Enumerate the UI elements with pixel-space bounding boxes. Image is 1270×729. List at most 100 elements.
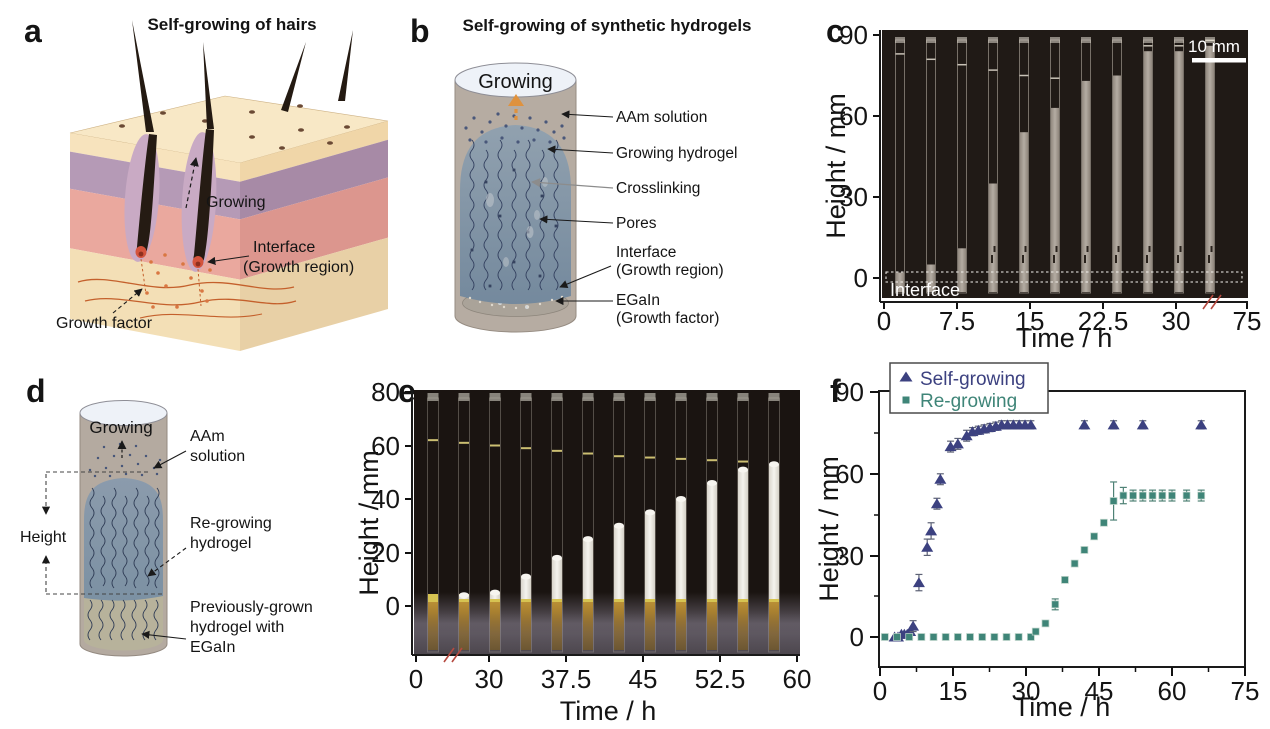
interface-dot [490,303,494,307]
aam-dot [136,462,140,466]
panel-d-annotations: AAm solution Re-growing hydrogel Previou… [141,428,313,656]
e-tube-cap [737,393,749,401]
f-point-self-growing [921,541,934,552]
f-x-tick-label: 75 [1231,676,1260,706]
interface-dot [538,302,542,306]
f-point-self-growing [1024,419,1037,430]
polymer-chain [144,495,150,587]
c-tube-marking [1053,255,1055,263]
f-y-tick-label: 30 [835,541,864,571]
e-gel-top [676,496,686,502]
f-point-re-growing [990,633,999,641]
e-gel-top [614,522,624,529]
aam-dot [140,473,144,477]
aam-dot [120,464,124,468]
height-label: Height [20,529,67,546]
pore [344,125,350,129]
f-point-re-growing [1138,491,1147,500]
pore [119,124,125,128]
polymer-chain [497,139,503,291]
regrow-label-line2: hydrogel [190,535,251,552]
aam-dot [102,445,106,449]
f-plot-frame [878,390,1246,668]
aam-label-line1: AAm [190,428,225,445]
panel-f-letter: f [830,373,841,409]
f-point-re-growing [953,633,962,641]
aam-dot [112,454,116,458]
polymer-chain [469,139,475,291]
e-y-tick-label: 40 [371,484,400,514]
aam-dot [96,456,100,460]
c-interface-label: Interface [890,280,960,300]
f-x-tick-label: 60 [1158,676,1187,706]
c-tube-marking [1208,255,1210,263]
interface-dot [502,305,506,309]
c-tube-marking [1148,246,1151,252]
follicle [136,134,157,256]
f-y-tick-label: 0 [850,622,864,652]
e-tube-cap [644,393,656,401]
c-y-tick-label: 30 [839,182,868,212]
e-x-tick-label: 37.5 [541,664,592,694]
c-y-tick-label: 60 [839,101,868,131]
interface-dot [526,305,530,309]
c-tube-glass [926,39,936,294]
c-axis-break [1202,294,1214,310]
c-photo-background [882,30,1248,298]
f-point-re-growing [880,633,889,641]
f-point-re-growing [1197,491,1206,500]
aam-dot [93,474,97,478]
e-regrown-gel-column [521,576,531,599]
pore [202,119,208,123]
legend-triangle-icon [899,371,913,382]
growing-hydrogel-body [460,125,571,304]
e-x-tick-label: 52.5 [695,664,746,694]
c-tube-marking [1055,246,1058,252]
aam-dot [496,112,500,116]
f-y-axis-title: Height / mm [814,456,844,602]
legend-label-re-growing: Re-growing [920,391,1017,412]
f-point-re-growing [1168,491,1176,500]
f-point-re-growing [1182,491,1191,500]
f-x-tick-label: 30 [1012,676,1041,706]
regrowing-hydrogel-body [84,478,163,601]
c-tube-marking [1117,246,1120,252]
prev-label-line1: Previously-grown [190,599,313,616]
polymer-chain [120,599,126,641]
egain-label-line2: (Growth factor) [616,310,719,327]
panel-d: d Growing Height AAm solution Re-growing… [20,373,313,657]
c-gel-column [1206,45,1214,292]
cylinder-top-opening [79,400,168,426]
pore-blob [526,226,534,238]
growing-arrow [185,157,199,209]
skin-front-subcutis [70,248,240,351]
f-point-re-growing [1109,497,1118,505]
e-x-tick-label: 30 [475,664,504,694]
f-point-self-growing [925,525,938,536]
polymer-chain [153,599,159,641]
polymer-chain [511,149,517,291]
polymer-chain [109,599,115,641]
prev-label-line2: hydrogel with [190,619,284,636]
f-point-re-growing [929,633,938,641]
previously-grown-hydrogel [84,593,163,651]
e-gel-top [521,573,531,580]
growing-label: Growing [89,418,152,437]
aam-arrow [561,110,614,119]
panel-d-letter: d [26,373,46,409]
e-tube-cap [768,393,780,401]
c-tube-marking [993,246,996,252]
hair [338,30,353,101]
polymer-chain [122,495,128,587]
aam-dot [516,140,520,144]
f-point-re-growing [1080,546,1089,554]
panel-c-letter: c [826,13,844,49]
c-y-axis-title: Height / mm [821,93,851,239]
pore-blob [503,257,509,267]
f-point-self-growing [951,438,964,449]
c-gel-column [1144,51,1152,293]
growth-factor-dots [145,253,212,309]
interface-dot [550,298,554,302]
f-point-self-growing [1136,419,1149,430]
polymer-network [87,487,160,641]
